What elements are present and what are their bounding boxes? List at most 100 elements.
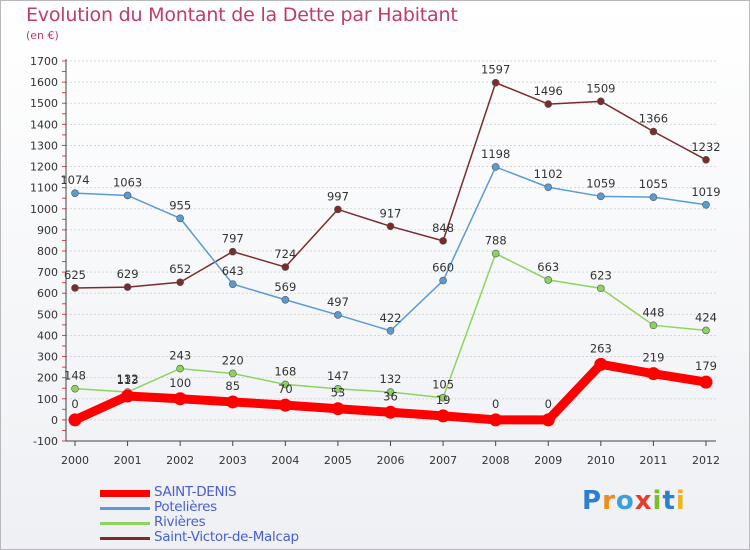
data-label-potelieres: 422 [380, 311, 402, 325]
data-point-rivieres [386, 388, 395, 396]
y-tick-label: 700 [37, 266, 58, 279]
data-label-saint-victor-de-malcap: 1597 [481, 63, 510, 77]
chart-title: Evolution du Montant de la Dette par Hab… [26, 4, 458, 26]
data-point-saint-denis [173, 392, 187, 406]
legend-swatch-saint-denis [100, 490, 150, 497]
data-label-potelieres: 955 [169, 198, 191, 212]
data-label-rivieres: 623 [590, 268, 612, 282]
y-tick-label: 1500 [30, 97, 58, 110]
data-label-potelieres: 1055 [639, 177, 668, 191]
data-point-potelieres [702, 200, 710, 209]
data-label-saint-denis: 70 [278, 382, 293, 396]
x-tick-label: 2005 [324, 454, 352, 467]
data-point-saint-victor-de-malcap [228, 247, 237, 256]
logo-letter: i [675, 486, 686, 516]
data-point-saint-victor-de-malcap [491, 78, 500, 87]
data-label-potelieres: 497 [327, 295, 349, 309]
data-point-rivieres [702, 326, 710, 335]
data-label-potelieres: 569 [274, 280, 296, 294]
data-point-potelieres [228, 280, 237, 288]
data-label-saint-denis: 0 [492, 397, 499, 411]
data-label-rivieres: 168 [274, 364, 296, 378]
data-point-saint-denis [541, 413, 555, 427]
y-tick-label: 500 [37, 308, 58, 321]
data-point-saint-victor-de-malcap [439, 237, 447, 245]
y-tick-label: 1000 [30, 203, 58, 216]
data-point-saint-victor-de-malcap [544, 100, 553, 108]
data-label-rivieres: 148 [64, 369, 86, 383]
data-label-rivieres: 147 [327, 369, 349, 383]
data-point-potelieres [123, 191, 132, 200]
x-tick-label: 2002 [166, 454, 194, 467]
data-point-saint-denis [68, 413, 82, 427]
data-point-saint-victor-de-malcap [386, 222, 395, 231]
data-point-rivieres [597, 284, 605, 293]
data-point-saint-victor-de-malcap [123, 283, 132, 291]
data-point-saint-denis [121, 389, 135, 403]
data-label-saint-denis: 36 [383, 389, 398, 403]
data-point-potelieres [334, 311, 342, 319]
legend-label-potelieres: Potelières [154, 499, 217, 515]
y-tick-label: 200 [37, 372, 58, 385]
series-line-potelieres [74, 166, 707, 332]
data-point-potelieres [281, 295, 290, 304]
data-label-saint-denis: 263 [590, 341, 612, 355]
chart-subtitle: (en €) [26, 29, 59, 42]
data-label-rivieres: 788 [485, 234, 507, 248]
data-label-saint-victor-de-malcap: 1496 [534, 84, 563, 98]
data-point-rivieres [439, 393, 447, 402]
data-label-potelieres: 1074 [60, 173, 89, 187]
x-tick-label: 2011 [639, 454, 667, 467]
y-tick-label: -100 [33, 435, 58, 448]
data-point-potelieres [176, 214, 184, 223]
y-tick-label: 600 [37, 287, 58, 300]
legend-label-saint-victor: Saint-Victor-de-Malcap [154, 529, 299, 545]
legend-label-saint-denis: SAINT-DENIS [154, 484, 237, 500]
data-point-saint-denis [384, 405, 397, 419]
data-label-saint-victor-de-malcap: 797 [222, 232, 244, 246]
data-label-saint-victor-de-malcap: 629 [117, 267, 139, 281]
y-tick-label: 900 [37, 224, 58, 237]
data-point-saint-denis [436, 409, 450, 423]
y-tick-label: 1400 [30, 118, 58, 131]
data-point-rivieres [544, 276, 553, 284]
data-point-rivieres [71, 384, 79, 393]
data-point-rivieres [281, 380, 290, 389]
x-tick-label: 2010 [587, 454, 615, 467]
legend-swatch-potelieres [100, 507, 150, 510]
data-point-rivieres [228, 369, 237, 378]
logo-letter: t [662, 486, 676, 516]
data-point-saint-victor-de-malcap [71, 284, 79, 292]
y-tick-label: 1300 [30, 139, 58, 152]
data-point-potelieres [649, 193, 658, 201]
x-tick-label: 2008 [482, 454, 510, 467]
data-label-saint-victor-de-malcap: 997 [327, 189, 349, 203]
legend-swatch-saint-victor [100, 537, 150, 540]
x-tick-label: 2004 [271, 454, 299, 467]
logo-letter: r [602, 486, 616, 516]
y-tick-label: 1100 [30, 182, 58, 195]
data-label-potelieres: 1063 [113, 175, 142, 189]
data-label-potelieres: 1059 [586, 176, 615, 190]
y-tick-label: 1600 [30, 76, 58, 89]
data-point-saint-denis [699, 375, 713, 389]
data-point-potelieres [71, 189, 79, 197]
data-point-saint-denis [489, 413, 503, 427]
data-label-saint-victor-de-malcap: 625 [64, 268, 86, 282]
data-label-saint-denis: 179 [695, 359, 717, 373]
data-point-saint-denis [594, 357, 608, 371]
data-label-saint-denis: 85 [225, 379, 240, 393]
data-point-saint-victor-de-malcap [281, 263, 290, 271]
data-label-saint-victor-de-malcap: 724 [274, 247, 296, 261]
data-label-saint-victor-de-malcap: 1232 [691, 140, 720, 154]
data-label-potelieres: 1198 [481, 147, 510, 161]
x-tick-label: 2000 [61, 454, 89, 467]
data-label-saint-victor-de-malcap: 917 [380, 206, 402, 220]
data-point-rivieres [176, 364, 184, 373]
x-tick-label: 2007 [429, 454, 457, 467]
data-label-saint-denis: 0 [545, 397, 552, 411]
data-label-potelieres: 1102 [534, 167, 563, 181]
data-label-saint-denis: 100 [169, 376, 191, 390]
legend-swatch-rivieres [100, 522, 150, 525]
